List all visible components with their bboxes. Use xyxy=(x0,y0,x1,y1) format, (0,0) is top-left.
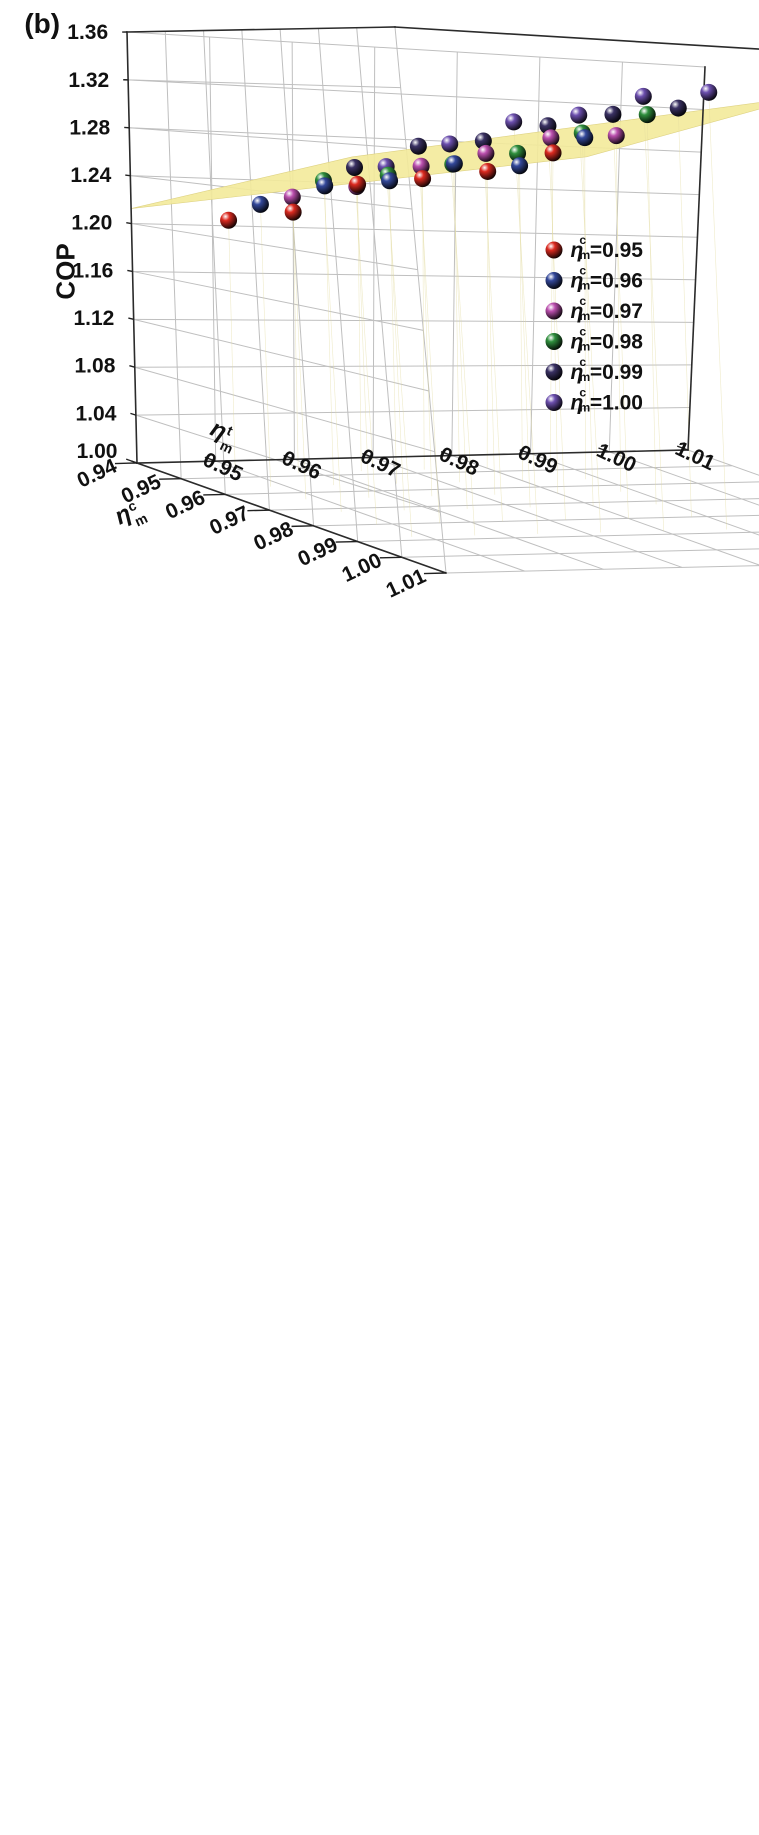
svg-text:0.97: 0.97 xyxy=(206,502,253,540)
svg-text:0.98: 0.98 xyxy=(250,517,297,555)
svg-text:1.24: 1.24 xyxy=(70,164,111,187)
svg-text:=0.96: =0.96 xyxy=(590,270,643,293)
svg-text:1.20: 1.20 xyxy=(71,212,112,235)
svg-text:c: c xyxy=(579,264,586,278)
svg-text:m: m xyxy=(579,278,590,292)
svg-text:0.99: 0.99 xyxy=(514,441,561,479)
svg-text:=0.95: =0.95 xyxy=(590,239,643,262)
svg-text:=0.98: =0.98 xyxy=(590,331,643,354)
svg-text:0.96: 0.96 xyxy=(278,446,325,484)
svg-text:c: c xyxy=(579,233,586,247)
svg-text:0.99: 0.99 xyxy=(294,533,341,571)
svg-text:m: m xyxy=(579,248,590,262)
svg-text:m: m xyxy=(579,309,590,323)
svg-text:=1.00: =1.00 xyxy=(590,392,643,415)
svg-text:=0.99: =0.99 xyxy=(590,361,643,384)
svg-text:1.28: 1.28 xyxy=(69,116,110,139)
svg-text:m: m xyxy=(579,339,590,353)
svg-text:1.04: 1.04 xyxy=(76,402,117,425)
svg-text:0.98: 0.98 xyxy=(436,443,483,481)
svg-text:0.96: 0.96 xyxy=(162,486,209,524)
svg-text:(b): (b) xyxy=(24,8,60,39)
svg-text:1.12: 1.12 xyxy=(73,307,114,330)
svg-text:1.00: 1.00 xyxy=(593,439,640,477)
svg-text:m: m xyxy=(579,400,590,414)
svg-text:m: m xyxy=(132,510,150,530)
svg-text:1.36: 1.36 xyxy=(67,21,108,44)
svg-text:1.32: 1.32 xyxy=(68,69,109,92)
svg-text:1.00: 1.00 xyxy=(339,549,386,587)
svg-text:c: c xyxy=(579,355,586,369)
svg-text:c: c xyxy=(579,325,586,339)
svg-text:m: m xyxy=(579,370,590,384)
svg-text:c: c xyxy=(579,294,586,308)
svg-text:1.01: 1.01 xyxy=(672,437,719,475)
svg-text:1.01: 1.01 xyxy=(383,564,430,602)
svg-text:COP: COP xyxy=(51,243,81,299)
svg-text:c: c xyxy=(579,386,586,400)
svg-text:=0.97: =0.97 xyxy=(590,300,643,323)
svg-text:1.08: 1.08 xyxy=(75,355,116,378)
svg-text:1.00: 1.00 xyxy=(77,440,118,463)
